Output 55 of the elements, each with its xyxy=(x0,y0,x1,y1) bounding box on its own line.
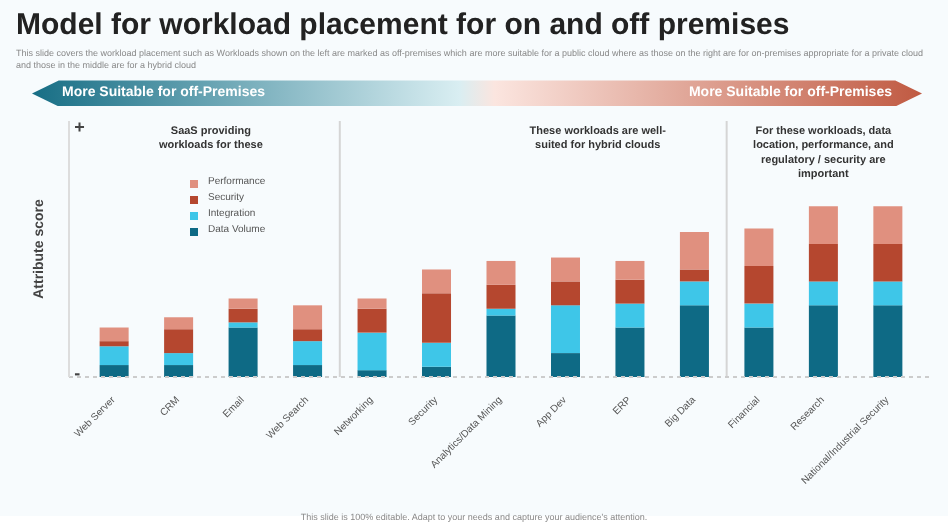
bar xyxy=(164,353,194,366)
bar xyxy=(679,231,709,270)
bar xyxy=(873,206,903,244)
bar xyxy=(422,269,452,294)
bar xyxy=(615,327,645,377)
bar xyxy=(744,266,774,304)
bar xyxy=(550,257,580,282)
bar xyxy=(164,329,194,354)
bar xyxy=(615,279,645,304)
bar xyxy=(808,243,838,282)
bar xyxy=(744,228,774,267)
bar xyxy=(164,317,194,330)
bar xyxy=(293,329,323,342)
bar xyxy=(550,353,580,377)
bar xyxy=(422,342,452,367)
bar xyxy=(228,308,258,323)
bar xyxy=(550,305,580,354)
bar xyxy=(744,327,774,377)
bar xyxy=(357,332,387,371)
bar xyxy=(679,281,709,306)
bar xyxy=(99,346,129,366)
bar xyxy=(808,206,838,244)
bar xyxy=(486,260,516,285)
bar xyxy=(486,308,516,316)
bar xyxy=(293,341,323,366)
bar xyxy=(357,298,387,309)
bar xyxy=(873,305,903,377)
bar xyxy=(873,243,903,282)
bar xyxy=(228,322,258,328)
bar xyxy=(486,284,516,309)
bar xyxy=(808,305,838,377)
chart-title: Model for workload placement for on and off premises xyxy=(16,6,792,46)
bar xyxy=(486,315,516,377)
annotation: - xyxy=(74,362,81,383)
bar xyxy=(228,327,258,377)
bar xyxy=(808,281,838,306)
bar xyxy=(744,303,774,328)
bar xyxy=(422,293,452,343)
bar xyxy=(550,281,580,306)
bar xyxy=(679,305,709,377)
bar xyxy=(873,281,903,306)
bar xyxy=(164,365,194,377)
bar xyxy=(293,365,323,377)
bar xyxy=(615,303,645,328)
bar xyxy=(357,308,387,333)
text: + xyxy=(74,117,85,138)
bar xyxy=(99,365,129,377)
bar xyxy=(615,260,645,280)
bar xyxy=(293,305,323,330)
bar xyxy=(228,298,258,309)
bar xyxy=(99,327,129,342)
bar xyxy=(422,366,452,377)
bar xyxy=(357,370,387,377)
bar xyxy=(99,341,129,347)
bar xyxy=(679,269,709,282)
